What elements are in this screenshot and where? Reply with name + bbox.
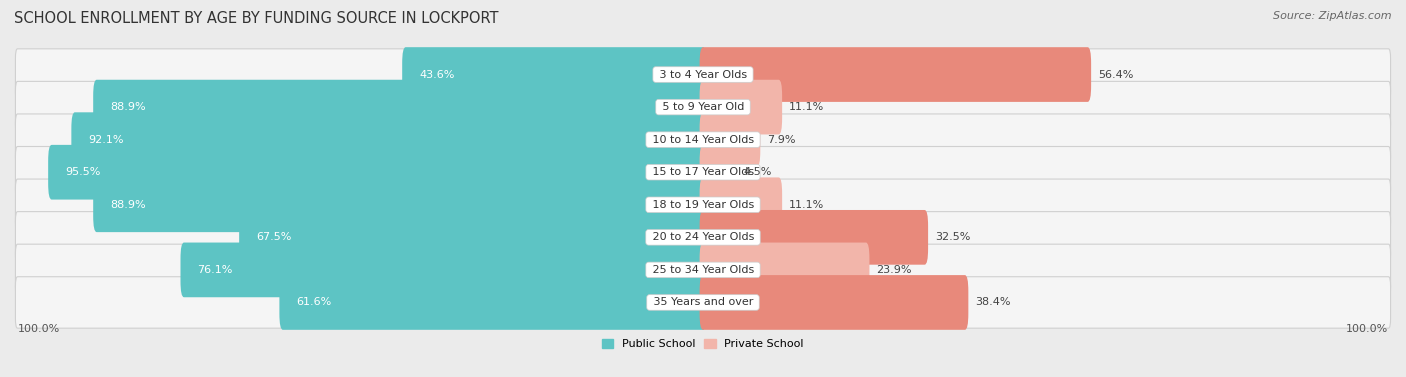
Text: 61.6%: 61.6%	[297, 297, 332, 308]
Text: 18 to 19 Year Olds: 18 to 19 Year Olds	[648, 200, 758, 210]
Text: 3 to 4 Year Olds: 3 to 4 Year Olds	[655, 69, 751, 80]
Text: 23.9%: 23.9%	[876, 265, 911, 275]
FancyBboxPatch shape	[15, 81, 1391, 133]
FancyBboxPatch shape	[700, 275, 969, 330]
Text: 100.0%: 100.0%	[1347, 324, 1389, 334]
Text: 43.6%: 43.6%	[419, 69, 454, 80]
Text: 88.9%: 88.9%	[110, 102, 146, 112]
Text: 11.1%: 11.1%	[789, 200, 824, 210]
FancyBboxPatch shape	[15, 244, 1391, 296]
FancyBboxPatch shape	[93, 80, 706, 135]
Text: 100.0%: 100.0%	[17, 324, 59, 334]
Text: 20 to 24 Year Olds: 20 to 24 Year Olds	[648, 232, 758, 242]
FancyBboxPatch shape	[15, 277, 1391, 328]
FancyBboxPatch shape	[15, 147, 1391, 198]
Text: 10 to 14 Year Olds: 10 to 14 Year Olds	[648, 135, 758, 145]
Text: Source: ZipAtlas.com: Source: ZipAtlas.com	[1274, 11, 1392, 21]
Legend: Public School, Private School: Public School, Private School	[602, 339, 804, 349]
FancyBboxPatch shape	[700, 47, 1091, 102]
FancyBboxPatch shape	[700, 242, 869, 297]
FancyBboxPatch shape	[15, 49, 1391, 100]
FancyBboxPatch shape	[15, 179, 1391, 230]
FancyBboxPatch shape	[180, 242, 706, 297]
FancyBboxPatch shape	[700, 210, 928, 265]
Text: 7.9%: 7.9%	[768, 135, 796, 145]
Text: 95.5%: 95.5%	[65, 167, 101, 177]
Text: 88.9%: 88.9%	[110, 200, 146, 210]
FancyBboxPatch shape	[280, 275, 706, 330]
Text: 38.4%: 38.4%	[976, 297, 1011, 308]
FancyBboxPatch shape	[93, 178, 706, 232]
Text: 15 to 17 Year Olds: 15 to 17 Year Olds	[648, 167, 758, 177]
FancyBboxPatch shape	[700, 80, 782, 135]
Text: 4.5%: 4.5%	[744, 167, 772, 177]
FancyBboxPatch shape	[15, 211, 1391, 263]
Text: 92.1%: 92.1%	[89, 135, 124, 145]
Text: 67.5%: 67.5%	[256, 232, 291, 242]
FancyBboxPatch shape	[700, 178, 782, 232]
FancyBboxPatch shape	[700, 112, 761, 167]
Text: 35 Years and over: 35 Years and over	[650, 297, 756, 308]
FancyBboxPatch shape	[48, 145, 706, 199]
FancyBboxPatch shape	[700, 145, 737, 199]
Text: 25 to 34 Year Olds: 25 to 34 Year Olds	[648, 265, 758, 275]
FancyBboxPatch shape	[72, 112, 706, 167]
FancyBboxPatch shape	[402, 47, 706, 102]
Text: 11.1%: 11.1%	[789, 102, 824, 112]
FancyBboxPatch shape	[15, 114, 1391, 166]
Text: SCHOOL ENROLLMENT BY AGE BY FUNDING SOURCE IN LOCKPORT: SCHOOL ENROLLMENT BY AGE BY FUNDING SOUR…	[14, 11, 499, 26]
FancyBboxPatch shape	[239, 210, 706, 265]
Text: 5 to 9 Year Old: 5 to 9 Year Old	[658, 102, 748, 112]
Text: 76.1%: 76.1%	[198, 265, 233, 275]
Text: 56.4%: 56.4%	[1098, 69, 1133, 80]
Text: 32.5%: 32.5%	[935, 232, 970, 242]
